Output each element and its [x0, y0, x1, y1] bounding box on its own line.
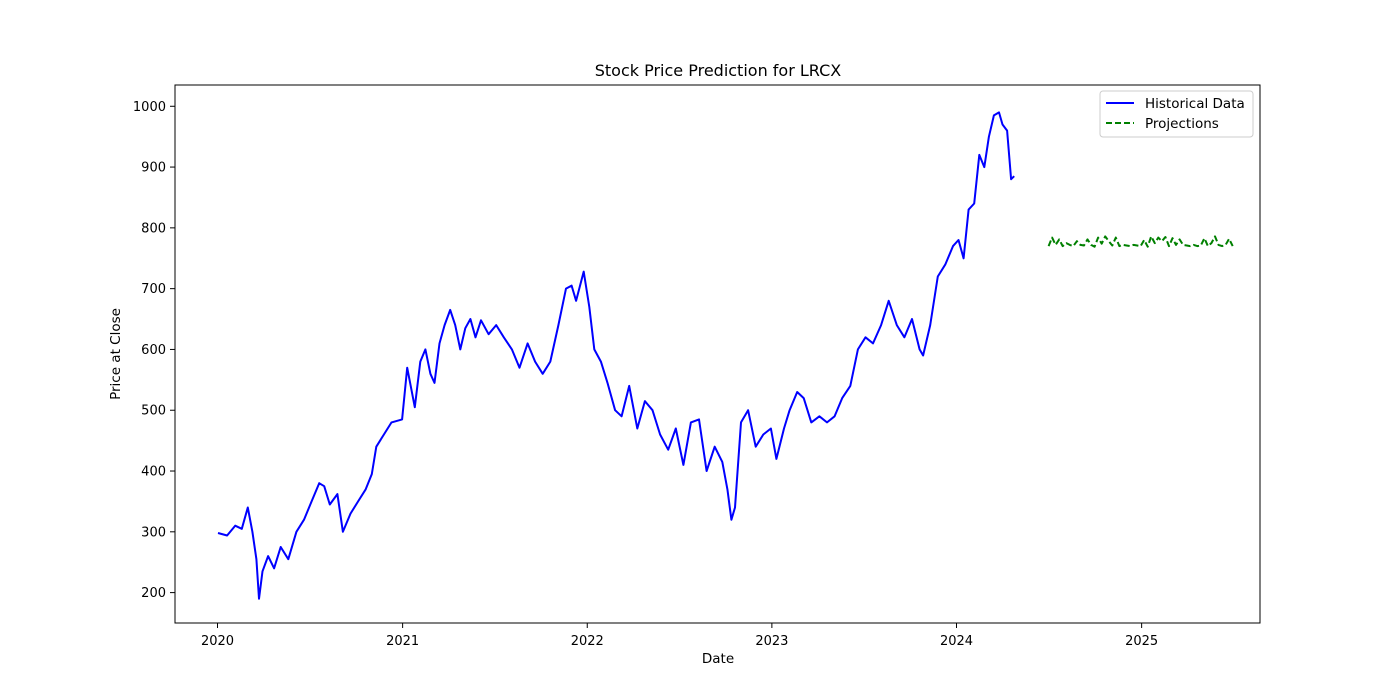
y-tick-label: 400: [141, 465, 166, 480]
y-axis-label: Price at Close: [108, 308, 124, 400]
y-tick-label: 500: [141, 404, 166, 419]
x-tick-label: 2023: [755, 634, 788, 649]
legend-box: [1099, 90, 1254, 138]
legend-label-projections: Projections: [1145, 116, 1219, 132]
x-tick-label: 2024: [940, 634, 973, 649]
y-tick-label: 900: [141, 161, 166, 176]
y-tick-label: 200: [141, 586, 166, 601]
y-axis: 200 300 400 500 600 700 800 900 1000: [133, 100, 175, 601]
legend: Historical Data Projections: [1099, 90, 1254, 138]
x-tick-label: 2025: [1125, 634, 1158, 649]
x-tick-label: 2022: [571, 634, 604, 649]
series-layer: [217, 111, 1234, 600]
series-line-projections: [1047, 235, 1234, 248]
y-tick-label: 600: [141, 343, 166, 358]
plot-area: [174, 84, 1261, 624]
x-axis: 2020 2021 2022 2023 2024 2025: [201, 623, 1158, 649]
y-tick-label: 700: [141, 282, 166, 297]
x-axis-label: Date: [702, 651, 734, 667]
y-tick-label: 1000: [133, 100, 166, 115]
plot-background: [175, 85, 1260, 623]
series-line-historical-data: [217, 111, 1015, 600]
chart-title: Stock Price Prediction for LRCX: [595, 61, 842, 80]
legend-label-historical: Historical Data: [1145, 96, 1245, 112]
y-tick-label: 300: [141, 525, 166, 540]
x-tick-label: 2020: [201, 634, 234, 649]
plot-frame: [174, 84, 1261, 624]
y-tick-label: 800: [141, 221, 166, 236]
x-tick-label: 2021: [386, 634, 419, 649]
